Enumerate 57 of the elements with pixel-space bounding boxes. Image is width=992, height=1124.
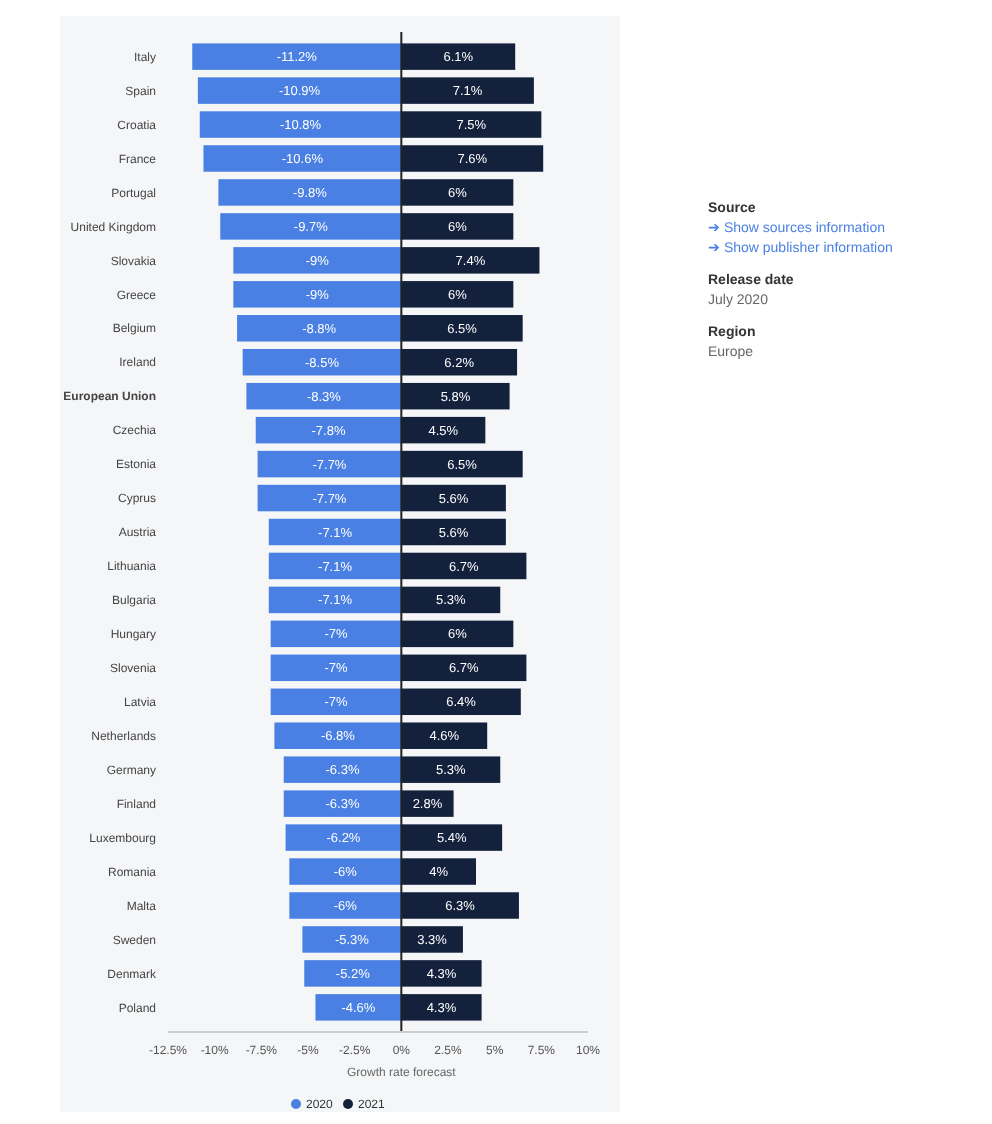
bar [401, 179, 514, 206]
bar [401, 756, 501, 783]
bar [283, 756, 402, 783]
bar [401, 960, 482, 987]
bar [401, 213, 514, 240]
bar [401, 247, 540, 274]
bar [401, 552, 527, 580]
bar [304, 960, 402, 987]
bar [274, 722, 402, 749]
bar [197, 77, 402, 104]
bar [283, 790, 402, 817]
bar [270, 620, 402, 648]
bar [401, 145, 544, 172]
bar [289, 858, 402, 885]
bar [401, 620, 514, 648]
bar [401, 892, 519, 919]
bar [203, 145, 402, 172]
bar [268, 518, 402, 546]
bar [237, 315, 402, 342]
bar [401, 43, 516, 70]
bar [285, 824, 402, 851]
bar [401, 586, 501, 614]
bar [401, 722, 488, 749]
bar [401, 281, 514, 308]
bar [315, 994, 402, 1021]
bar [401, 77, 534, 104]
bar [289, 892, 402, 919]
bar [220, 213, 402, 240]
bar [242, 348, 402, 376]
bar [268, 586, 402, 614]
bar [270, 688, 402, 716]
bar [233, 247, 402, 274]
bar [401, 450, 523, 478]
bar [401, 382, 510, 410]
bar [401, 518, 506, 546]
bar [192, 43, 402, 70]
bar [401, 111, 542, 138]
bar [401, 654, 527, 682]
bar [257, 450, 402, 478]
bar [401, 315, 523, 342]
bar [270, 654, 402, 682]
bar [401, 416, 486, 444]
bar [401, 926, 463, 953]
bar [401, 348, 518, 376]
bar [257, 484, 402, 512]
bar [302, 926, 402, 953]
bar [401, 994, 482, 1021]
bar [401, 824, 503, 851]
bar [401, 858, 476, 885]
bar [218, 179, 402, 206]
bar [268, 552, 402, 580]
bar [255, 416, 402, 444]
bar [233, 281, 402, 308]
bar [199, 111, 402, 138]
bar [401, 688, 521, 716]
bar [246, 382, 402, 410]
bar [401, 484, 506, 512]
